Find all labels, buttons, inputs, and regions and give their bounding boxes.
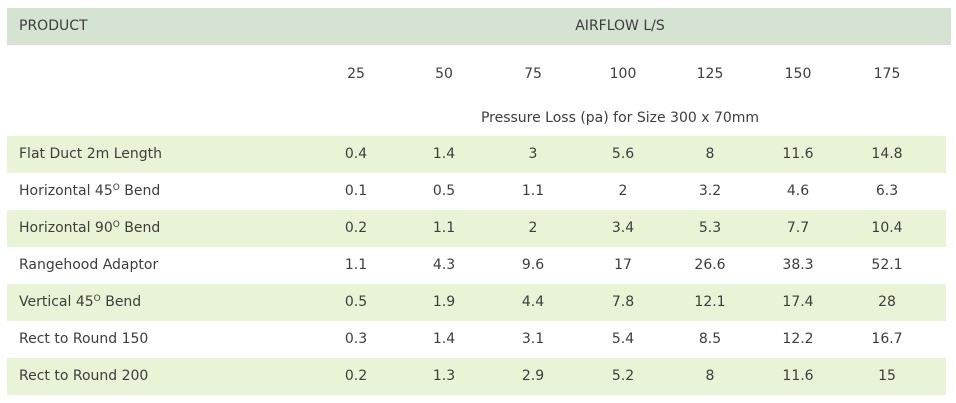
table-cell: 2.9 (521, 368, 545, 384)
table-cell: 1.4 (432, 146, 456, 162)
table-cell: 5.3 (698, 220, 722, 236)
table-cell: 5.6 (611, 146, 635, 162)
table-cell: 1.9 (432, 294, 456, 310)
airflow-value: 150 (784, 66, 812, 82)
airflow-value: 175 (873, 66, 901, 82)
table-row: Flat Duct 2m Length 0.4 1.4 3 5.6 8 11.6… (7, 136, 946, 173)
table-cell: 2 (618, 183, 628, 199)
product-column-header: PRODUCT (19, 18, 88, 34)
airflow-value: 125 (696, 66, 724, 82)
table-subtitle: Pressure Loss (pa) for Size 300 x 70mm (480, 110, 760, 126)
table-cell: 1.1 (432, 220, 456, 236)
product-name: Flat Duct 2m Length (19, 146, 163, 162)
table-cell: 11.6 (782, 146, 814, 162)
product-name: Vertical 45O Bend (19, 294, 142, 310)
table-cell: 1.1 (521, 183, 545, 199)
table-cell: 3.4 (611, 220, 635, 236)
airflow-value: 50 (435, 66, 453, 82)
table-cell: 28 (878, 294, 896, 310)
table-cell: 0.3 (344, 331, 368, 347)
table-cell: 8 (705, 146, 715, 162)
table-cell: 11.6 (782, 368, 814, 384)
table-row: Horizontal 45O Bend 0.1 0.5 1.1 2 3.2 4.… (7, 173, 946, 210)
table-cell: 7.7 (786, 220, 810, 236)
table-cell: 0.4 (344, 146, 368, 162)
table-row: Rect to Round 150 0.3 1.4 3.1 5.4 8.5 12… (7, 321, 946, 358)
airflow-value: 75 (524, 66, 542, 82)
table-header: PRODUCT AIRFLOW L/S (7, 8, 951, 45)
table-cell: 12.2 (782, 331, 814, 347)
table-row: Horizontal 90O Bend 0.2 1.1 2 3.4 5.3 7.… (7, 210, 946, 247)
product-name: Horizontal 90O Bend (19, 220, 161, 236)
table-cell: 38.3 (782, 257, 814, 273)
table-cell: 15 (878, 368, 896, 384)
table-cell: 1.1 (344, 257, 368, 273)
table-cell: 5.4 (611, 331, 635, 347)
table-cell: 0.5 (344, 294, 368, 310)
product-name: Horizontal 45O Bend (19, 183, 161, 199)
table-cell: 3.2 (698, 183, 722, 199)
table-cell: 10.4 (871, 220, 903, 236)
table-cell: 8.5 (698, 331, 722, 347)
airflow-value: 100 (609, 66, 637, 82)
table-row: Vertical 45O Bend 0.5 1.9 4.4 7.8 12.1 1… (7, 284, 946, 321)
table-cell: 52.1 (871, 257, 903, 273)
table-cell: 14.8 (871, 146, 903, 162)
table-cell: 17.4 (782, 294, 814, 310)
table-row: Rangehood Adaptor 1.1 4.3 9.6 17 26.6 38… (7, 247, 946, 284)
airflow-value: 25 (347, 66, 365, 82)
table-cell: 2 (528, 220, 538, 236)
table-cell: 1.4 (432, 331, 456, 347)
table-cell: 17 (614, 257, 632, 273)
table-cell: 0.1 (344, 183, 368, 199)
table-cell: 1.3 (432, 368, 456, 384)
table-cell: 4.3 (432, 257, 456, 273)
table-cell: 9.6 (521, 257, 545, 273)
table-cell: 0.2 (344, 220, 368, 236)
table-cell: 26.6 (694, 257, 726, 273)
product-name: Rangehood Adaptor (19, 257, 159, 273)
table-cell: 3.1 (521, 331, 545, 347)
table-cell: 0.5 (432, 183, 456, 199)
table-cell: 4.6 (786, 183, 810, 199)
table-cell: 3 (528, 146, 538, 162)
table-cell: 16.7 (871, 331, 903, 347)
table-cell: 6.3 (875, 183, 899, 199)
product-name: Rect to Round 200 (19, 368, 149, 384)
airflow-column-header: AIRFLOW L/S (575, 18, 665, 34)
table-cell: 8 (705, 368, 715, 384)
table-row: Rect to Round 200 0.2 1.3 2.9 5.2 8 11.6… (7, 358, 946, 395)
table-cell: 5.2 (611, 368, 635, 384)
table-cell: 4.4 (521, 294, 545, 310)
table-cell: 12.1 (694, 294, 726, 310)
table-cell: 7.8 (611, 294, 635, 310)
table-cell: 0.2 (344, 368, 368, 384)
airflow-values-row: 25 50 75 100 125 150 175 (0, 58, 956, 90)
product-name: Rect to Round 150 (19, 331, 149, 347)
